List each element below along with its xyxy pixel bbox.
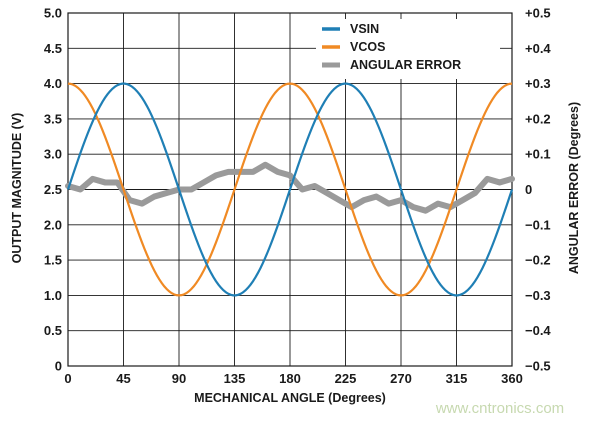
- legend-background: [316, 19, 500, 79]
- y2-tick-label: +0.5: [525, 6, 551, 21]
- legend-label-angular-error: ANGULAR ERROR: [350, 58, 461, 72]
- series-vcos: [67, 82, 513, 297]
- y-tick-label: 0.5: [44, 323, 62, 338]
- watermark: www.cntronics.com: [435, 400, 564, 417]
- series-vsin: [66, 82, 514, 297]
- y-tick-label: 1.0: [44, 288, 62, 303]
- tick-layer: 0 45 90 135 180 225 270 315 360 0 0.5 1.0 1.5 2.0 2.5 3…: [44, 6, 552, 387]
- y2-tick-label: +0.1: [525, 147, 551, 162]
- x-tick-label: 90: [172, 371, 186, 386]
- x-tick-label: 315: [446, 371, 468, 386]
- y2-tick-label: −0.1: [525, 217, 551, 232]
- x-tick-label: 270: [390, 371, 412, 386]
- y2-tick-label: −0.4: [525, 323, 551, 338]
- legend: VSIN VCOS ANGULAR ERROR: [316, 19, 500, 79]
- y-tick-label: 2.5: [44, 182, 62, 197]
- x-tick-label: 360: [501, 371, 523, 386]
- series-angular-error: [65, 161, 515, 214]
- y-tick-label: 3.0: [44, 147, 62, 162]
- y2-tick-label: −0.5: [525, 359, 551, 374]
- y-tick-label: 3.5: [44, 111, 62, 126]
- x-tick-label: 0: [64, 371, 71, 386]
- y-tick-label: 4.5: [44, 41, 62, 56]
- series-layer: [65, 82, 515, 297]
- y-tick-label: 2.0: [44, 217, 62, 232]
- legend-label-vsin: VSIN: [350, 22, 379, 36]
- x-axis-label: MECHANICAL ANGLE (Degrees): [194, 391, 386, 405]
- x-tick-label: 45: [116, 371, 130, 386]
- y-tick-label: 1.5: [44, 253, 62, 268]
- y-tick-label: 5.0: [44, 6, 62, 21]
- y2-tick-label: −0.2: [525, 253, 551, 268]
- y-tick-label: 0: [55, 359, 62, 374]
- x-tick-label: 135: [224, 371, 246, 386]
- y2-tick-label: +0.2: [525, 111, 551, 126]
- y2-tick-label: 0: [525, 182, 532, 197]
- y2-tick-label: −0.3: [525, 288, 551, 303]
- y-tick-label: 4.0: [44, 76, 62, 91]
- y2-axis-label: ANGULAR ERROR (Degrees): [567, 102, 581, 274]
- legend-label-vcos: VCOS: [350, 40, 385, 54]
- x-tick-label: 180: [279, 371, 301, 386]
- y-axis-label: OUTPUT MAGNITUDE (V): [10, 113, 24, 264]
- x-tick-label: 225: [335, 371, 357, 386]
- y2-tick-label: +0.4: [525, 41, 551, 56]
- y2-tick-label: +0.3: [525, 76, 551, 91]
